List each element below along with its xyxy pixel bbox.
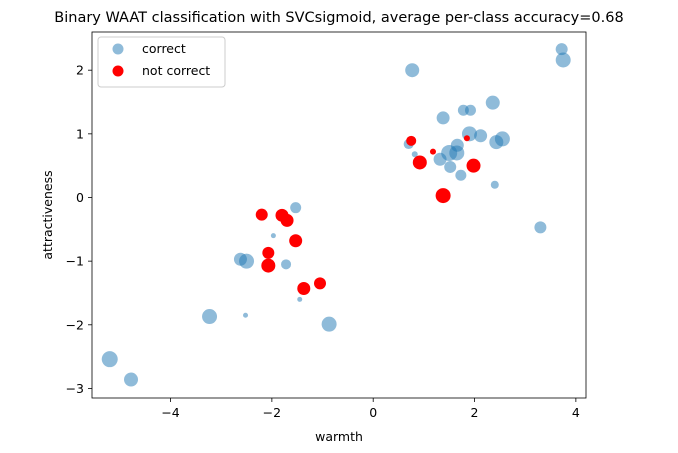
points-layer bbox=[101, 43, 571, 387]
point-not-correct bbox=[255, 208, 268, 221]
y-tick-label: 2 bbox=[76, 63, 84, 78]
point-not-correct bbox=[289, 234, 303, 248]
point-not-correct bbox=[412, 155, 427, 170]
y-axis-ticks: −3 −2 −1 0 1 2 bbox=[66, 63, 92, 396]
point-correct bbox=[405, 63, 420, 78]
point-correct bbox=[450, 138, 464, 152]
point-correct bbox=[490, 180, 499, 189]
legend: correct not correct bbox=[97, 36, 226, 88]
point-not-correct bbox=[406, 135, 417, 146]
point-not-correct bbox=[314, 277, 326, 290]
plot-frame bbox=[91, 31, 587, 399]
point-not-correct bbox=[435, 188, 451, 204]
point-correct bbox=[101, 351, 118, 368]
point-correct bbox=[464, 104, 476, 116]
point-not-correct bbox=[429, 148, 436, 155]
y-tick-label: −3 bbox=[66, 381, 84, 396]
x-tick-label: 4 bbox=[572, 405, 580, 420]
x-axis-ticks: −4 −2 0 2 4 bbox=[161, 398, 580, 420]
legend-marker-not-correct bbox=[112, 65, 124, 77]
point-correct bbox=[455, 169, 467, 181]
point-correct bbox=[321, 316, 337, 332]
point-not-correct bbox=[261, 258, 276, 273]
legend-marker-correct bbox=[112, 43, 124, 55]
x-axis-label: warmth bbox=[315, 429, 363, 444]
point-correct bbox=[555, 52, 571, 68]
x-tick-label: 2 bbox=[471, 405, 479, 420]
point-correct bbox=[239, 253, 255, 269]
point-correct bbox=[436, 111, 450, 125]
legend-box bbox=[97, 36, 226, 88]
point-correct bbox=[474, 129, 488, 143]
y-tick-label: 1 bbox=[76, 126, 84, 141]
chart-title: Binary WAAT classification with SVCsigmo… bbox=[54, 10, 623, 26]
point-correct bbox=[485, 95, 500, 110]
x-tick-label: −2 bbox=[263, 405, 281, 420]
point-not-correct bbox=[463, 135, 470, 142]
point-not-correct bbox=[297, 282, 311, 296]
point-correct bbox=[290, 202, 302, 214]
y-axis-label: attractiveness bbox=[40, 170, 55, 259]
point-correct bbox=[555, 43, 568, 56]
x-tick-label: 0 bbox=[369, 405, 377, 420]
y-tick-label: −1 bbox=[66, 254, 84, 269]
x-tick-label: −4 bbox=[161, 405, 179, 420]
point-correct bbox=[494, 131, 510, 147]
point-not-correct bbox=[262, 246, 275, 259]
point-not-correct bbox=[466, 158, 481, 173]
point-correct bbox=[411, 151, 418, 158]
legend-label-not-correct: not correct bbox=[142, 63, 210, 78]
point-correct bbox=[243, 312, 249, 318]
point-correct bbox=[281, 259, 292, 270]
point-not-correct bbox=[280, 213, 294, 227]
point-correct bbox=[202, 309, 218, 325]
y-tick-label: 0 bbox=[76, 190, 84, 205]
point-correct bbox=[534, 221, 547, 234]
point-correct bbox=[444, 160, 457, 173]
point-correct bbox=[297, 296, 303, 302]
point-correct bbox=[124, 372, 139, 387]
y-tick-label: −2 bbox=[66, 317, 84, 332]
legend-label-correct: correct bbox=[142, 41, 186, 56]
point-correct bbox=[270, 233, 276, 239]
